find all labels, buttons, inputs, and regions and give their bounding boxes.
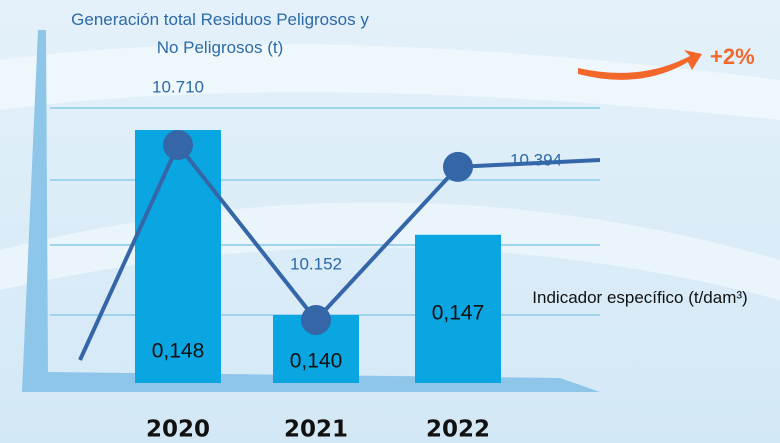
x-tick-label: 2022 [426, 417, 490, 443]
bar-value-label: 10.394 [510, 150, 562, 169]
annotation: +2% [710, 44, 755, 69]
x-tick-label: 2020 [146, 417, 210, 443]
bar-value-label: 10.710 [152, 77, 204, 96]
bar [135, 130, 221, 383]
bar [415, 234, 501, 383]
annotation-arrow [578, 50, 702, 80]
background-swoosh [0, 44, 780, 120]
line-extension [78, 144, 180, 361]
bar-legend: Generación total Residuos Peligrosos y N… [71, 10, 369, 57]
line-value-label: 0,147 [432, 302, 485, 325]
line-value-label: 0,148 [152, 340, 205, 363]
line-point [301, 305, 331, 335]
line-point [163, 130, 193, 160]
line-value-label: 0,140 [290, 350, 343, 373]
x-tick-label: 2021 [284, 417, 348, 443]
line-extension [457, 158, 601, 169]
bar-value-label: 10.152 [290, 254, 342, 273]
line-legend: Indicador específico (t/dam³) [532, 288, 748, 307]
line-point [443, 151, 473, 182]
